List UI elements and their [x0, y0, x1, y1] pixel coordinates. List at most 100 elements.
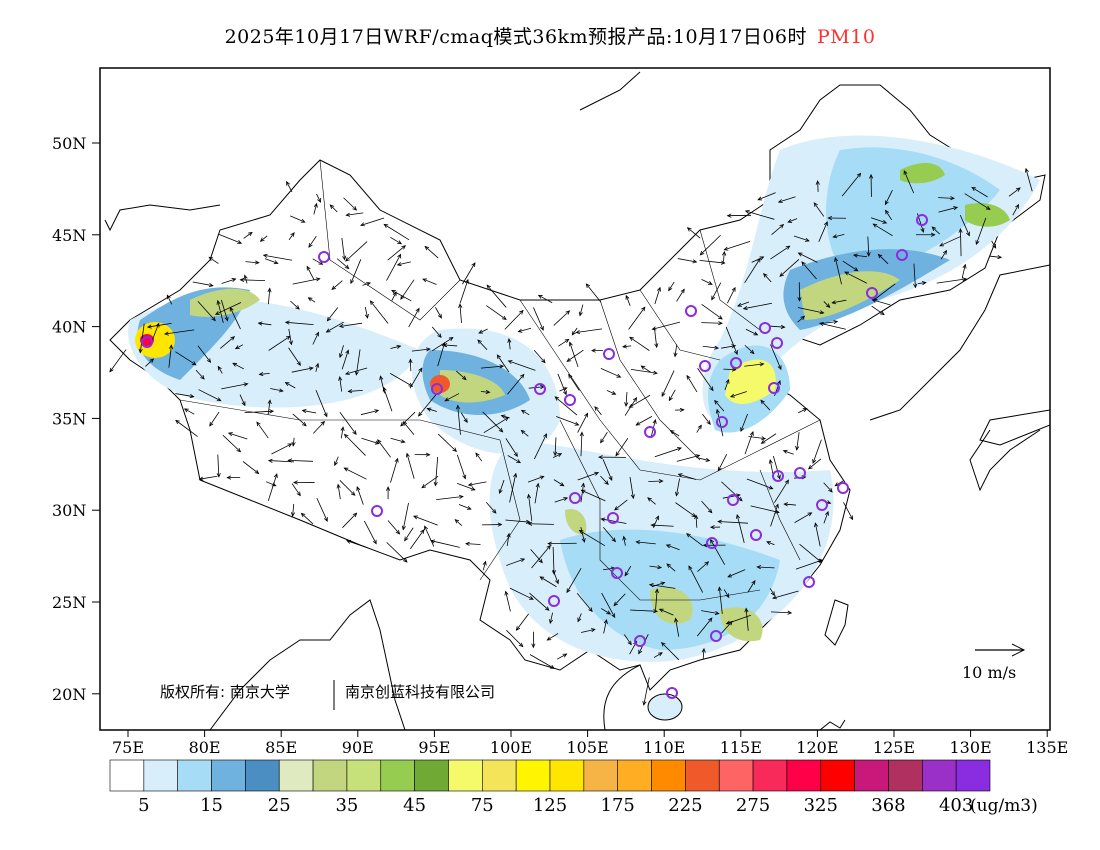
wind-vector: [642, 677, 650, 706]
wind-vector: [552, 570, 559, 585]
colorbar-swatch: [448, 759, 483, 792]
colorbar-swatch: [177, 759, 212, 792]
wind-vector: [729, 391, 747, 398]
wind-vector: [391, 289, 412, 302]
wind-vector: [602, 459, 613, 481]
wind-vector: [701, 303, 723, 320]
wind-vector: [674, 617, 680, 637]
wind-vector: [939, 236, 961, 247]
wind-vector: [603, 619, 608, 634]
wind-vector: [343, 467, 367, 480]
wind-vector: [197, 345, 212, 364]
wind-vector: [455, 404, 461, 435]
wind-vector: [267, 473, 278, 501]
city-marker: [318, 251, 330, 263]
wind-vector: [770, 344, 782, 371]
wind-vector: [600, 608, 612, 615]
wind-vector: [624, 392, 629, 407]
wind-vector: [614, 499, 628, 511]
wind-vector: [903, 170, 915, 194]
wind-vector: [624, 565, 632, 577]
colorbar-swatch: [245, 759, 280, 792]
city-marker: [772, 470, 784, 482]
wind-vector: [531, 544, 551, 569]
wind-vector: [293, 480, 315, 485]
wind-vector: [931, 226, 940, 235]
wind-vector: [220, 336, 236, 349]
wind-vector: [701, 321, 723, 326]
wind-vector: [257, 321, 272, 326]
wind-vector: [362, 281, 372, 286]
wind-vector: [885, 209, 893, 221]
lon-label: 110E: [643, 738, 685, 757]
wind-vector: [401, 502, 409, 531]
wind-vector: [591, 348, 603, 353]
wind-vector: [478, 328, 488, 334]
wind-vector: [600, 432, 608, 444]
wind-vector: [724, 378, 730, 391]
wind-vector: [390, 457, 399, 483]
wind-vector: [442, 343, 458, 348]
colorbar-tick-label: 225: [668, 795, 702, 816]
wind-vector: [884, 190, 893, 206]
wind-vector: [482, 560, 487, 571]
colorbar-swatch: [955, 759, 991, 792]
colorbar-tick-label: 75: [471, 795, 494, 816]
wind-vector: [242, 461, 260, 475]
wind-vector: [379, 375, 385, 394]
wind-vector: [971, 186, 988, 198]
city-marker: [768, 382, 780, 394]
wind-vector: [629, 336, 650, 351]
lon-label: 130E: [949, 738, 991, 757]
wind-vector: [408, 307, 420, 328]
map-frame: [99, 67, 1051, 731]
wind-vector: [413, 515, 438, 526]
wind-vector: [291, 366, 314, 373]
wind-vector: [232, 362, 245, 370]
wind-vector: [341, 237, 347, 261]
wind-vector: [721, 481, 743, 502]
wind-vector: [842, 260, 859, 272]
wind-vector: [477, 339, 488, 350]
wind-vector: [772, 455, 781, 480]
wind-vector: [727, 286, 736, 304]
wind-vector: [437, 433, 457, 453]
wind-vector: [343, 197, 358, 211]
wind-vector: [666, 563, 676, 572]
wind-vector: [568, 341, 579, 368]
wind-vector: [772, 590, 799, 600]
colorbar-tick-label: 125: [533, 795, 567, 816]
wind-vector: [421, 475, 439, 489]
wind-vector: [520, 409, 530, 416]
wind-vector: [650, 523, 674, 528]
wind-vector: [537, 294, 553, 304]
wind-vector: [652, 515, 659, 528]
wind-vector: [290, 215, 306, 223]
wind-vector: [315, 362, 320, 372]
wind-vector: [827, 215, 847, 221]
wind-vector: [339, 412, 357, 435]
wind-vector: [267, 287, 272, 305]
wind-vector: [709, 525, 721, 530]
wind-vector: [209, 411, 220, 427]
wind-vector: [769, 324, 786, 330]
wind-vector: [527, 521, 554, 526]
wind-vector: [456, 454, 467, 480]
wind-vector: [823, 301, 831, 308]
wind-vector: [369, 300, 389, 324]
wind-vector: [602, 527, 616, 543]
city-marker: [548, 595, 560, 607]
colorbar-swatch: [278, 759, 314, 792]
wind-vector: [668, 281, 675, 292]
wind-vector: [722, 250, 727, 262]
wind-vector: [229, 306, 241, 330]
wind-vector: [387, 520, 401, 535]
wind-vector: [520, 429, 529, 437]
wind-vector: [717, 519, 749, 524]
wind-vector: [216, 299, 224, 324]
wind-vector: [481, 522, 503, 527]
colorbar-swatch: [786, 759, 822, 792]
wind-vector: [793, 235, 810, 242]
wind-vector: [383, 223, 410, 241]
wind-vector: [360, 217, 385, 227]
